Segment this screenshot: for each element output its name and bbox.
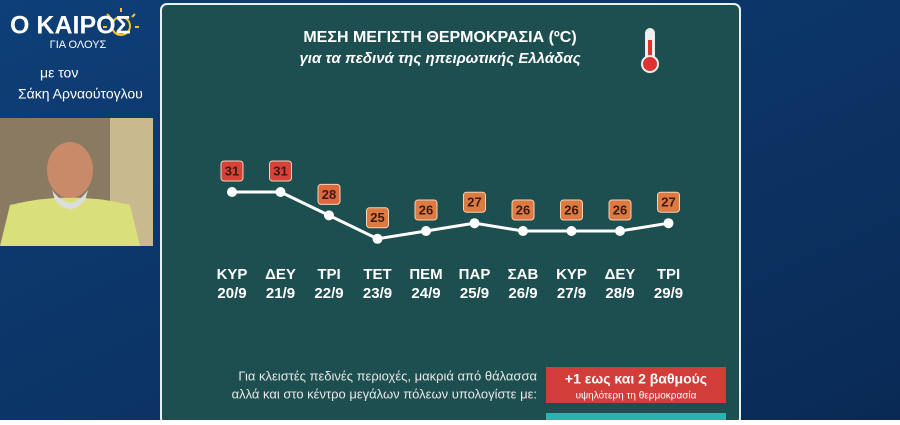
value-label: 26 [516,202,530,217]
point [663,218,674,229]
point [615,226,625,236]
value-label: 26 [419,202,433,217]
x-tick-date: 26/9 [508,285,537,302]
logo-tagline: ΓΙΑ ΟΛΟΥΣ [50,39,107,51]
point [469,218,480,229]
presenter-video [0,118,153,246]
note-badge [546,367,726,403]
chart-subtitle: για τα πεδινά της ηπειρωτικής Ελλάδας [299,50,580,67]
point [421,226,431,236]
x-tick-label: ΣΑΒ [508,266,539,283]
x-tick-label: ΔΕΥ [605,266,636,283]
value-label: 26 [564,202,578,217]
x-tick-label: ΚΥΡ [217,266,248,283]
presenter-name: Σάκη Αρναούτογλου [18,86,143,102]
value-label: 27 [467,195,481,210]
x-tick-label: ΔΕΥ [265,266,296,283]
value-label-box [220,160,244,182]
note-line: αλλά και στο κέντρο μεγάλων πόλεων υπολο… [232,386,537,401]
point [275,187,286,197]
x-tick-date: 29/9 [654,285,683,302]
value-label-box [608,199,632,221]
temperature-line [232,190,669,241]
point [227,187,237,197]
plot: 31 31 28 25 26 27 26 26 26 27 ΚΥΡ 20/9 ΔΕΥ 21/9 ΤΡΙ 22/… [217,160,683,302]
x-tick-date: 22/9 [314,285,343,302]
point [566,226,577,236]
value-label-box [511,199,535,221]
value-label: 31 [225,163,239,178]
value-label-box [366,207,389,229]
x-tick-label: ΠΑΡ [459,266,491,283]
x-tick-date: 21/9 [266,285,295,302]
value-label-box [560,199,583,221]
value-label-box [269,160,292,182]
value-label: 31 [273,163,287,178]
value-label: 25 [370,210,384,225]
chart-title: ΜΕΣΗ ΜΕΓΙΣΤΗ ΘΕΡΜΟΚΡΑΣΙΑ (ºC) [303,29,576,46]
x-tick-date: 27/9 [557,285,586,302]
point [518,226,528,236]
presenter-intro: με τον [40,65,78,81]
note-line: Για κλειστές πεδινές περιοχές, μακριά απ… [238,368,537,383]
point [372,233,383,244]
x-tick-label: ΤΡΙ [317,266,340,283]
value-label-box [657,191,680,213]
x-tick-date: 24/9 [411,285,440,302]
x-tick-label: ΤΡΙ [657,266,680,283]
value-label-box [463,191,486,213]
value-label-box [317,183,341,205]
value-label: 27 [661,195,675,210]
thermometer-icon [641,28,659,73]
value-label-box [414,199,438,221]
sun-icon [103,8,139,36]
note-strip [546,413,726,420]
x-tick-date: 28/9 [605,285,634,302]
logo-title: Ο ΚΑΙΡΟΣ [10,12,131,40]
x-tick-label: ΠΕΜ [409,266,442,283]
note-badge-sub: υψηλότερη τη θερμοκρασία [576,390,697,402]
x-tick-date: 25/9 [460,285,489,302]
value-label: 28 [322,187,336,202]
note-badge-text: +1 εως και 2 βαθμούς [565,371,707,387]
x-tick-label: ΚΥΡ [556,266,587,283]
value-label: 26 [613,202,627,217]
x-tick-date: 20/9 [217,285,246,302]
x-tick-date: 23/9 [363,285,392,302]
point [324,210,334,221]
x-tick-label: ΤΕΤ [363,266,391,283]
